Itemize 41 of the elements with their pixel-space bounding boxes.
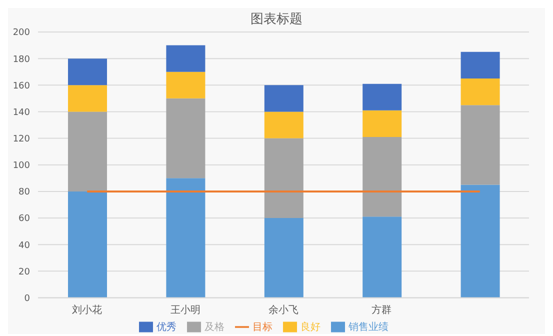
- y-tick-label: 20: [18, 267, 30, 278]
- bar: [68, 191, 107, 298]
- legend-label: 目标: [252, 322, 272, 333]
- bar: [264, 138, 304, 218]
- bar: [68, 112, 107, 192]
- y-tick-label: 200: [12, 28, 30, 38]
- y-tick-label: 80: [18, 188, 30, 198]
- y-tick-label: 40: [18, 240, 30, 251]
- bar: [68, 85, 107, 112]
- legend-label: 销售业绩: [348, 322, 388, 333]
- y-tick-label: 60: [18, 214, 30, 224]
- bar: [460, 78, 500, 106]
- chart-title: 图表标题: [250, 11, 304, 28]
- bar: [166, 178, 206, 298]
- bar: [460, 52, 500, 79]
- x-tick-label: 方群: [372, 304, 392, 316]
- bar: [460, 105, 500, 185]
- legend-label: 优秀: [156, 322, 176, 333]
- y-tick-label: 160: [12, 81, 30, 92]
- y-tick-label: 0: [24, 294, 30, 304]
- bar: [460, 184, 500, 298]
- bar: [166, 98, 206, 178]
- y-tick-label: 140: [12, 108, 30, 118]
- bar: [166, 45, 206, 72]
- x-tick-label: 王小明: [170, 304, 200, 316]
- x-tick-label: 余小飞: [268, 304, 298, 316]
- y-tick-label: 100: [12, 161, 30, 172]
- bar: [264, 218, 304, 298]
- bar: [362, 84, 402, 110]
- x-tick-label: 刘小花: [72, 304, 102, 316]
- y-tick-label: 120: [12, 134, 30, 144]
- bar: [362, 110, 402, 137]
- bar: [68, 58, 107, 86]
- bar: [362, 136, 402, 217]
- legend-label: 及格: [204, 322, 224, 333]
- bar: [166, 72, 206, 98]
- y-tick-label: 180: [12, 54, 30, 65]
- legend-label: 良好: [300, 322, 320, 333]
- bar: [264, 112, 304, 138]
- bar: [362, 216, 402, 298]
- bar: [264, 85, 304, 112]
